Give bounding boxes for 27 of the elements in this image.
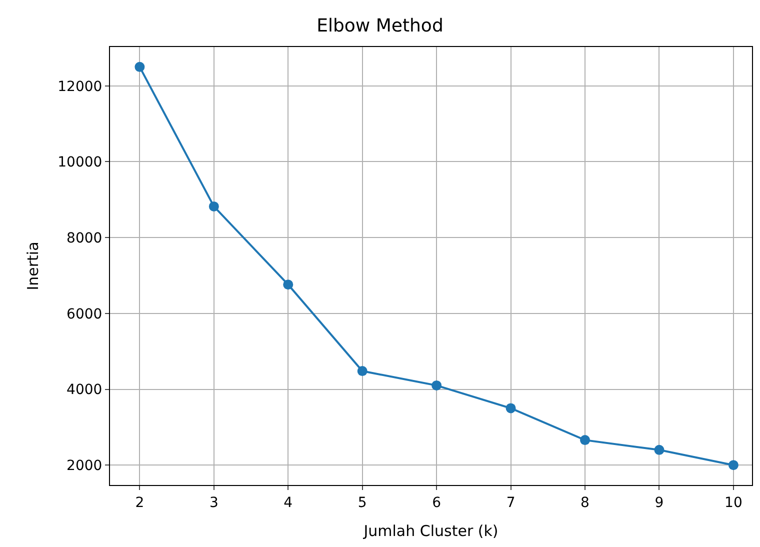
x-tick-label: 8 <box>580 494 590 511</box>
point <box>506 403 516 414</box>
x-tick-label: 3 <box>209 494 218 511</box>
x-axis-title: Jumlah Cluster (k) <box>362 522 498 540</box>
x-tick-label: 10 <box>724 494 742 511</box>
y-tick-label: 10000 <box>58 154 102 171</box>
point <box>208 201 219 212</box>
point <box>728 460 738 470</box>
y-tick-label: 4000 <box>66 382 102 398</box>
y-tick-label: 6000 <box>66 306 102 322</box>
x-tick-label: 9 <box>654 494 664 511</box>
y-axis-title: Inertia <box>24 242 42 290</box>
point <box>654 444 664 455</box>
x-tick-label: 7 <box>506 494 516 511</box>
chart-title: Elbow Method <box>316 16 444 37</box>
point <box>283 280 294 290</box>
x-tick-label: 4 <box>284 494 293 511</box>
point <box>432 380 442 390</box>
y-tick-label: 12000 <box>58 78 102 95</box>
point <box>357 366 368 376</box>
y-tick-label: 8000 <box>66 230 102 246</box>
point <box>580 435 590 446</box>
x-tick-label: 6 <box>432 494 442 511</box>
point <box>134 62 145 72</box>
x-tick-label: 2 <box>135 494 144 511</box>
x-tick-label: 5 <box>358 494 367 511</box>
y-tick-label: 2000 <box>66 458 102 474</box>
